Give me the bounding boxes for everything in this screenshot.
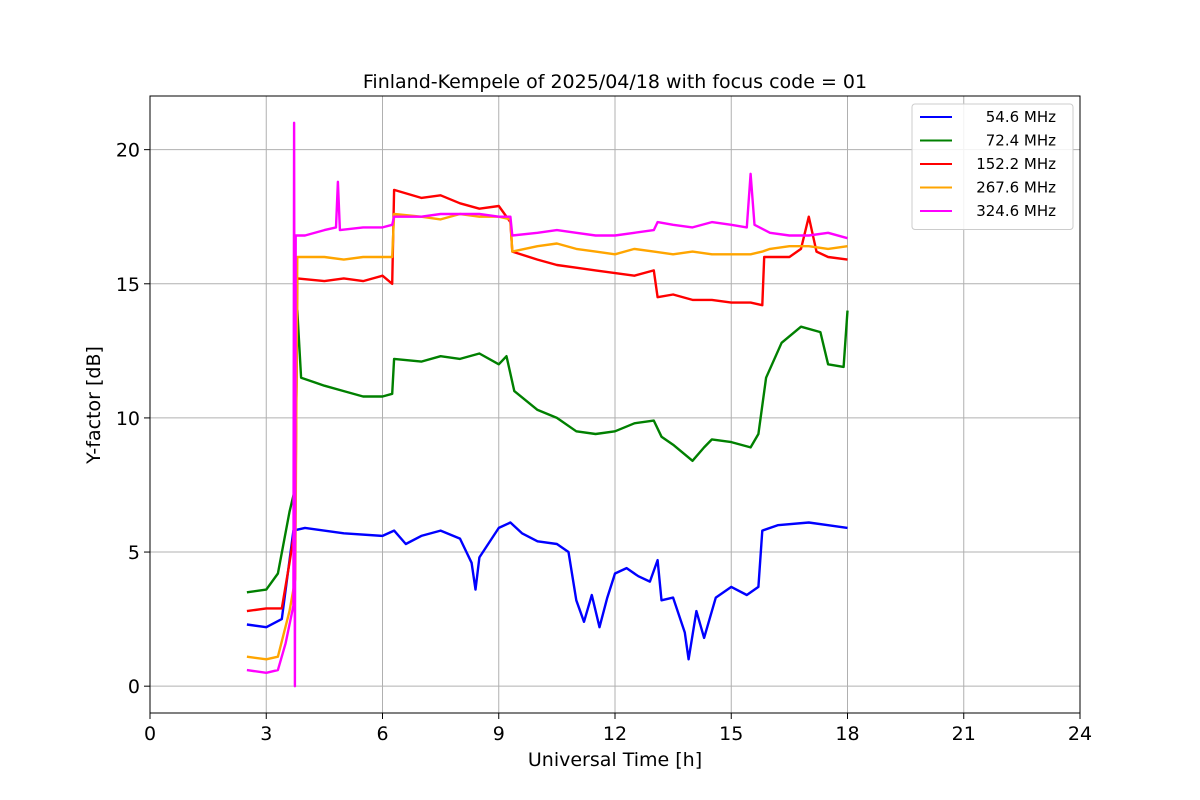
legend-label: 267.6 MHz	[976, 179, 1056, 197]
legend-label: 152.2 MHz	[976, 155, 1056, 173]
legend-label: 72.4 MHz	[986, 132, 1056, 150]
x-axis-title: Universal Time [h]	[528, 749, 702, 771]
x-tick-label: 18	[835, 723, 859, 745]
x-tick-label: 12	[603, 723, 627, 745]
series-line-152-2-mhz	[246, 188, 848, 613]
series-layer	[246, 121, 849, 688]
y-axis: 0 5 10 15 20	[116, 140, 150, 698]
x-tick-label: 6	[376, 723, 388, 745]
y-axis-title: Y-factor [dB]	[83, 346, 105, 465]
x-tick-label: 24	[1068, 723, 1092, 745]
legend-label: 54.6 MHz	[986, 108, 1056, 126]
chart-title: Finland-Kempele of 2025/04/18 with focus…	[363, 71, 867, 93]
y-tick-label: 5	[128, 542, 140, 564]
y-tick-label: 10	[116, 408, 140, 430]
x-tick-label: 3	[260, 723, 272, 745]
legend-box	[911, 103, 1074, 230]
series-line-54-6-mhz	[246, 521, 848, 661]
x-tick-label: 15	[719, 723, 743, 745]
series-line-267-6-mhz	[246, 212, 848, 661]
x-tick-label: 9	[493, 723, 505, 745]
x-tick-label: 0	[144, 723, 156, 745]
y-tick-label: 0	[128, 676, 140, 698]
grid	[150, 96, 1080, 713]
legend: 54.6 MHz 72.4 MHz 152.2 MHz 267.6 MHz 324.6 …	[911, 103, 1074, 230]
legend-label: 324.6 MHz	[976, 202, 1056, 220]
series-line-72-4-mhz	[246, 309, 849, 594]
series-line-324-6-mhz	[246, 121, 848, 688]
y-tick-label: 15	[116, 274, 140, 296]
x-axis: 0 3 6 9 12 15 18 21 24	[144, 713, 1092, 745]
y-tick-label: 20	[116, 140, 140, 162]
x-tick-label: 21	[952, 723, 976, 745]
